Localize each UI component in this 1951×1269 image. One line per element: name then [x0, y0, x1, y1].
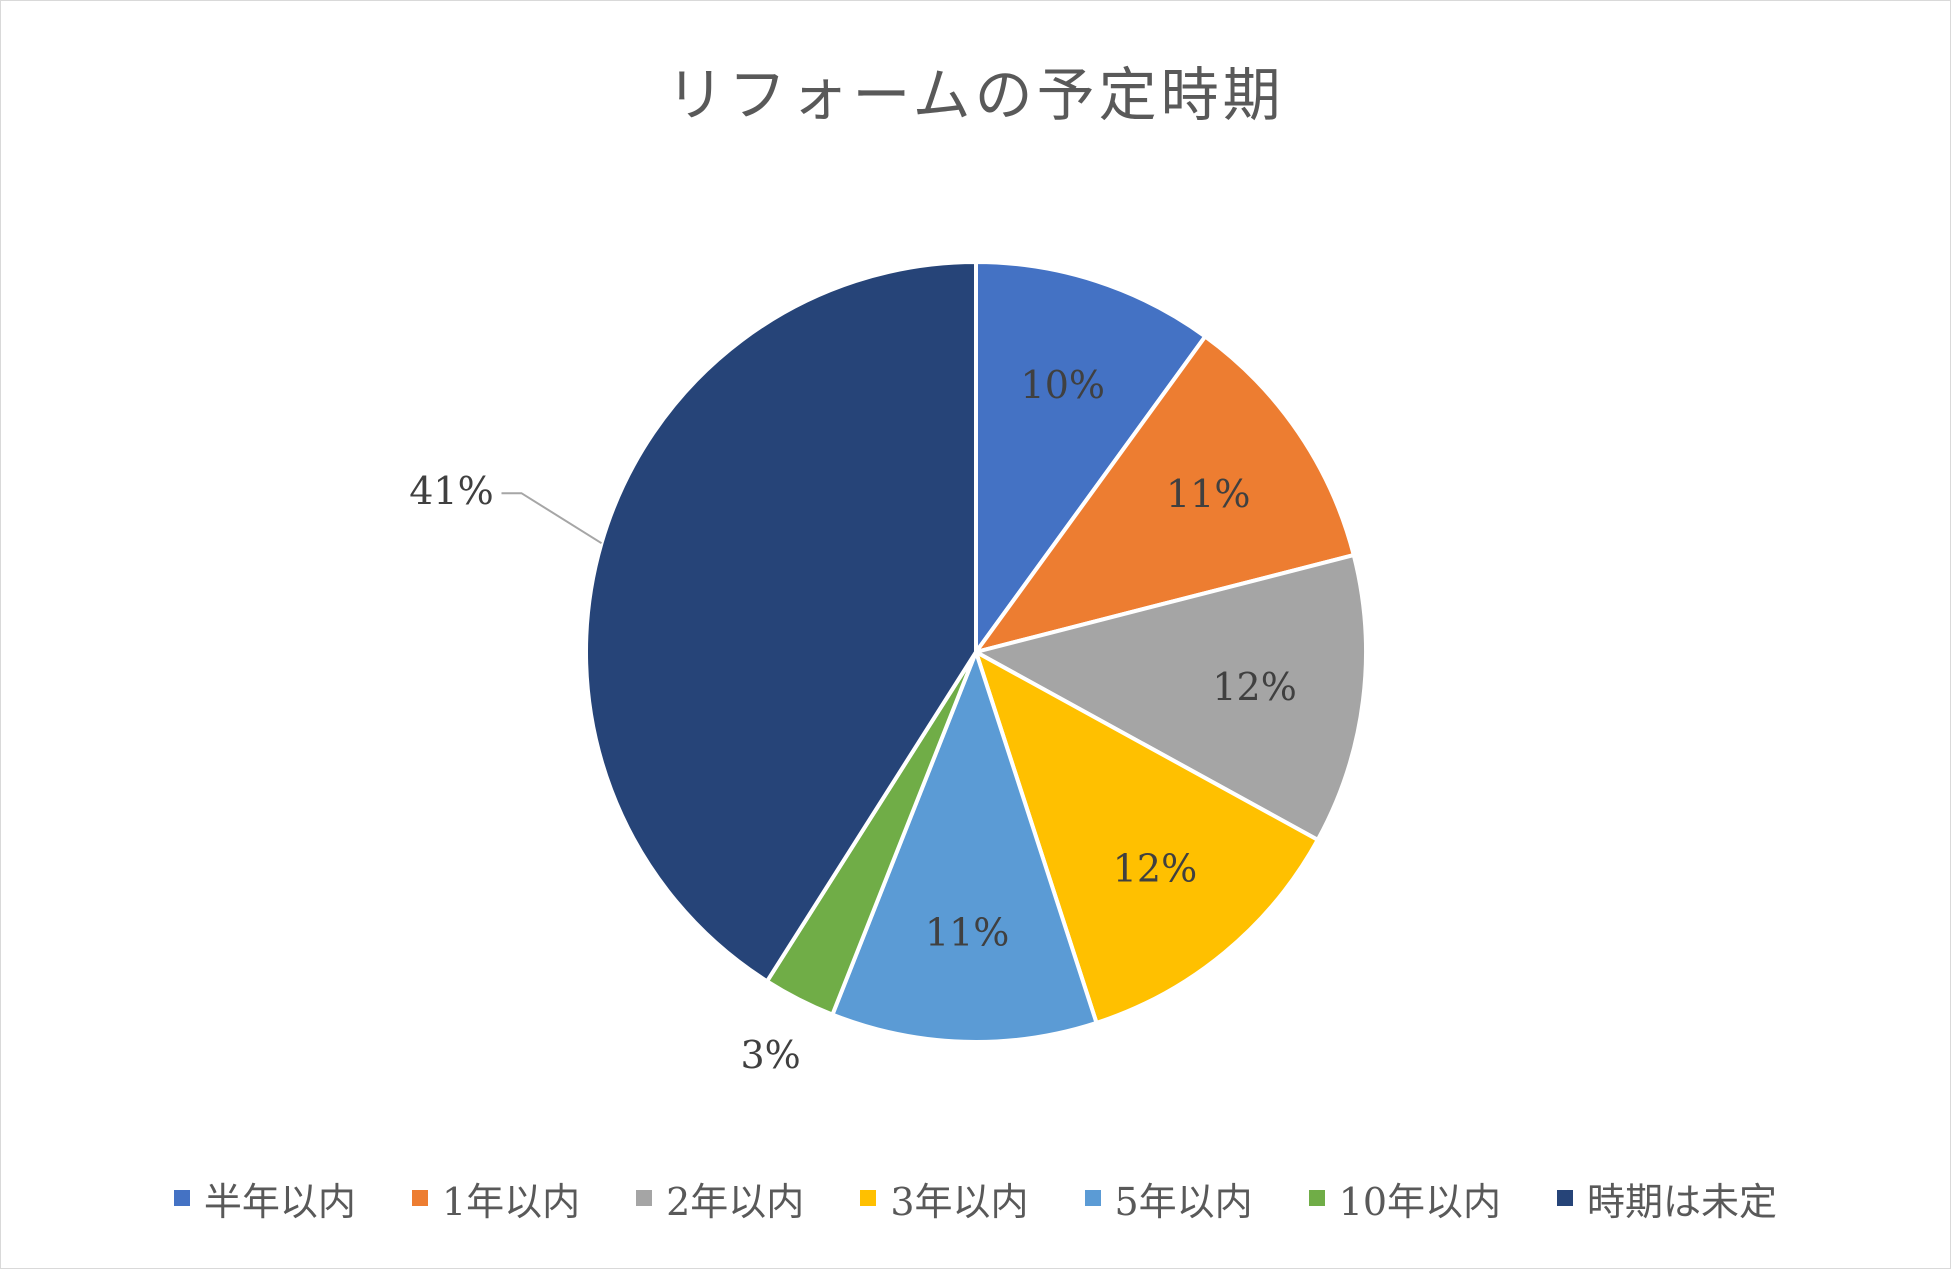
- data-label-4: 11%: [925, 911, 1009, 955]
- legend-item-1: 1年以内: [411, 1171, 581, 1226]
- pie-slice-4: [830, 650, 1099, 1044]
- pie-slice-3: [974, 650, 1320, 1025]
- pie-slice-1: [974, 334, 1356, 654]
- legend-swatch-2: [636, 1190, 653, 1206]
- data-label-6: 41%: [409, 469, 493, 513]
- data-label-3: 12%: [1113, 846, 1197, 890]
- data-label-2: 12%: [1212, 665, 1296, 709]
- legend-swatch-3: [860, 1190, 877, 1206]
- pie-slice-6: [584, 260, 978, 984]
- legend-item-6: 時期は未定: [1557, 1171, 1777, 1226]
- legend-label-1: 1年以内: [441, 1179, 581, 1224]
- legend-label-6: 時期は未定: [1587, 1179, 1778, 1224]
- legend-item-5: 10年以内: [1308, 1171, 1502, 1226]
- pie-slice-0: [974, 260, 1208, 654]
- legend: 半年以内 1年以内 2年以内 3年以内 5年以内 10年以内 時期は未定: [0, 1170, 1951, 1226]
- legend-swatch-0: [173, 1190, 190, 1206]
- leader-line-6: [501, 492, 603, 545]
- legend-label-4: 5年以内: [1114, 1179, 1253, 1224]
- data-label-1: 11%: [1166, 472, 1250, 516]
- chart-title: リフォームの予定時期: [666, 61, 1285, 129]
- legend-item-3: 3年以内: [860, 1171, 1029, 1226]
- legend-item-4: 5年以内: [1084, 1171, 1253, 1226]
- legend-label-5: 10年以内: [1338, 1179, 1502, 1224]
- data-labels: 10% 11% 12% 12% 11% 3% 41%: [409, 363, 1297, 1077]
- legend-item-2: 2年以内: [636, 1171, 804, 1226]
- data-label-5: 3%: [740, 1033, 800, 1077]
- pie-slice-2: [974, 553, 1369, 842]
- legend-swatch-5: [1308, 1190, 1325, 1206]
- data-label-0: 10%: [1021, 363, 1105, 407]
- legend-swatch-6: [1557, 1190, 1574, 1206]
- legend-label-3: 3年以内: [890, 1179, 1029, 1224]
- pie-slices: [584, 260, 1369, 1044]
- legend-label-0: 半年以内: [203, 1179, 356, 1224]
- legend-label-2: 2年以内: [666, 1179, 805, 1224]
- legend-item-0: 半年以内: [173, 1171, 356, 1226]
- legend-swatch-1: [411, 1190, 428, 1206]
- legend-swatch-4: [1084, 1190, 1101, 1206]
